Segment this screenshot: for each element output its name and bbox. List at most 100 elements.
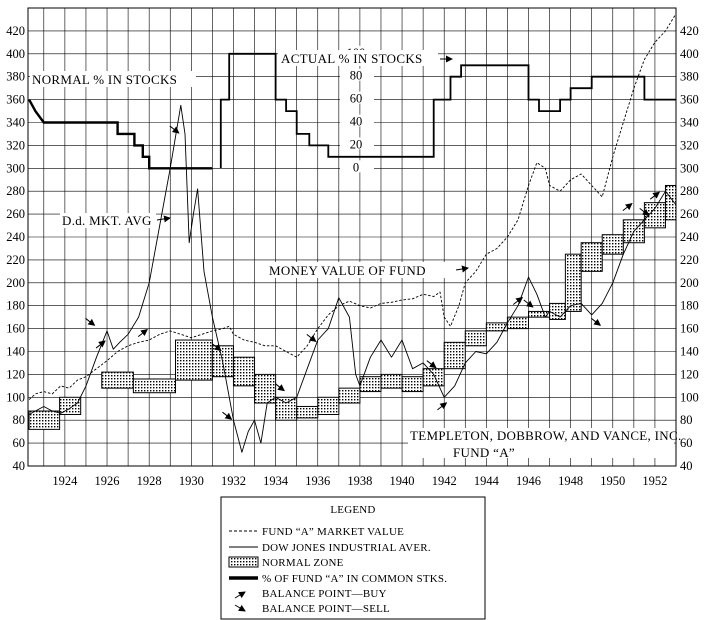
y-tick-label-right: 180 <box>680 299 699 313</box>
y-tick-label-right: 80 <box>680 413 693 427</box>
credit-bg <box>408 428 674 458</box>
legend-item-fund-market-value: FUND “A” MARKET VALUE <box>262 526 404 538</box>
normal-zone-box <box>132 378 177 394</box>
balance-sell-arrow <box>222 411 233 420</box>
legend-item-dow-jones: DOW JONES INDUSTRIAL AVER. <box>262 542 431 554</box>
normal-zone-box <box>28 410 61 430</box>
balance-sell-arrow <box>639 207 650 217</box>
dd-label-bg <box>60 213 156 228</box>
y-tick-label-right: 420 <box>680 24 699 38</box>
y-tick-label-right: 120 <box>680 367 699 381</box>
y-tick-label-left: 360 <box>6 93 25 107</box>
fund-name-label: FUND “A” <box>453 445 515 460</box>
normal-zone-box <box>485 322 508 332</box>
normal-zone-box <box>580 242 603 272</box>
normal-zone-box <box>549 302 566 320</box>
credit-label: TEMPLETON, DOBBROW, AND VANCE, INC. <box>410 428 682 443</box>
normal-zone-box <box>564 253 582 312</box>
balance-buy-arrow <box>95 340 106 349</box>
legend-zone-icon <box>228 556 259 568</box>
y-axis-left: 40 60 80 100 120 140 160 180 200 220 240 260 280 300 3… <box>6 24 25 473</box>
pct-tick-label: 40 <box>350 115 363 129</box>
y-tick-label-left: 180 <box>6 299 25 313</box>
y-tick-label-right: 400 <box>680 47 699 61</box>
y-tick-label-right: 220 <box>680 253 699 267</box>
legend-title: LEGEND <box>330 504 375 516</box>
x-tick-label: 1928 <box>137 474 162 488</box>
y-tick-label-left: 340 <box>6 116 25 130</box>
pct-tick-label: 60 <box>350 92 363 106</box>
pct-tick-label: 0 <box>353 160 359 174</box>
y-tick-label-left: 380 <box>6 70 25 84</box>
balance-sell-arrow <box>306 333 317 342</box>
normal-zone <box>28 184 677 430</box>
y-tick-label-left: 400 <box>6 47 25 61</box>
pct-tick-label: 20 <box>350 137 363 151</box>
legend: LEGEND FUND “A” MARKET VALUE DOW JONES I… <box>220 496 486 620</box>
x-tick-label: 1946 <box>516 474 541 488</box>
actual-pct-line <box>219 52 676 169</box>
balance-buy-arrow <box>512 296 524 305</box>
x-tick-label: 1936 <box>305 474 330 488</box>
normal-pct-line <box>28 99 213 170</box>
balance-sell-arrow <box>169 125 180 134</box>
legend-item-normal-zone: NORMAL ZONE <box>262 557 344 569</box>
normal-zone-box <box>401 376 424 393</box>
balance-sell-arrow <box>426 360 437 369</box>
normal-zone-box <box>232 356 256 387</box>
y-tick-label-left: 220 <box>6 253 25 267</box>
y-tick-label-right: 380 <box>680 70 699 84</box>
y-tick-label-right: 60 <box>680 436 693 450</box>
y-tick-label-left: 420 <box>6 24 25 38</box>
normal-zone-box <box>643 202 666 229</box>
x-tick-label: 1930 <box>179 474 204 488</box>
x-tick-label: 1932 <box>221 474 246 488</box>
series-lines <box>28 13 677 453</box>
legend-sell-arrow-icon <box>234 604 246 612</box>
normal-zone-box <box>338 387 361 404</box>
x-tick-label: 1944 <box>474 474 500 488</box>
normal-pct-label-bg <box>30 71 196 87</box>
legend-item-balance-buy: BALANCE POINT—BUY <box>262 588 387 600</box>
y-tick-label-left: 120 <box>6 367 25 381</box>
x-tick-label: 1940 <box>390 474 415 488</box>
legend-item-pct-in-stocks: % OF FUND “A” IN COMMON STKS. <box>262 573 447 585</box>
pct-tick-bg <box>340 137 374 150</box>
y-tick-label-left: 260 <box>6 207 25 221</box>
y-tick-label-right: 280 <box>680 184 699 198</box>
y-tick-label-right: 300 <box>680 161 699 175</box>
pct-tick-label: 80 <box>350 69 363 83</box>
normal-zone-box <box>101 371 134 389</box>
money-label-bg <box>266 262 454 278</box>
normal-zone-box <box>380 373 403 389</box>
actual-pct-label-bg <box>278 50 438 66</box>
x-tick-label: 1934 <box>263 474 289 488</box>
normal-zone-box <box>275 396 298 421</box>
pct-tick-bg <box>340 114 374 127</box>
y-tick-label-left: 100 <box>6 390 25 404</box>
y-tick-label-left: 80 <box>13 413 26 427</box>
y-tick-label-right: 40 <box>680 459 693 473</box>
x-tick-label: 1952 <box>642 474 667 488</box>
y-tick-label-left: 140 <box>6 345 25 359</box>
pct-tick-bg <box>340 91 374 104</box>
y-tick-label-right: 360 <box>680 93 699 107</box>
actual-pct-label: ACTUAL % IN STOCKS <box>281 51 423 66</box>
normal-zone-box <box>59 396 82 415</box>
y-tick-label-left: 240 <box>6 230 25 244</box>
balance-sell-arrow <box>85 317 96 326</box>
normal-pct-label: NORMAL % IN STOCKS <box>32 72 177 87</box>
y-tick-label-right: 140 <box>680 345 699 359</box>
normal-pct-step-line <box>28 99 213 170</box>
legend-box <box>220 496 486 620</box>
normal-zone-box <box>506 316 529 330</box>
legend-buy-arrow-icon <box>234 591 246 599</box>
fund-market-value-line <box>28 13 677 400</box>
balance-buy-arrow <box>137 328 148 337</box>
x-tick-label: 1950 <box>600 474 625 488</box>
normal-zone-box <box>601 234 624 255</box>
y-tick-label-left: 280 <box>6 184 25 198</box>
y-tick-label-right: 320 <box>680 138 699 152</box>
money-value-label: MONEY VALUE OF FUND <box>269 263 426 278</box>
